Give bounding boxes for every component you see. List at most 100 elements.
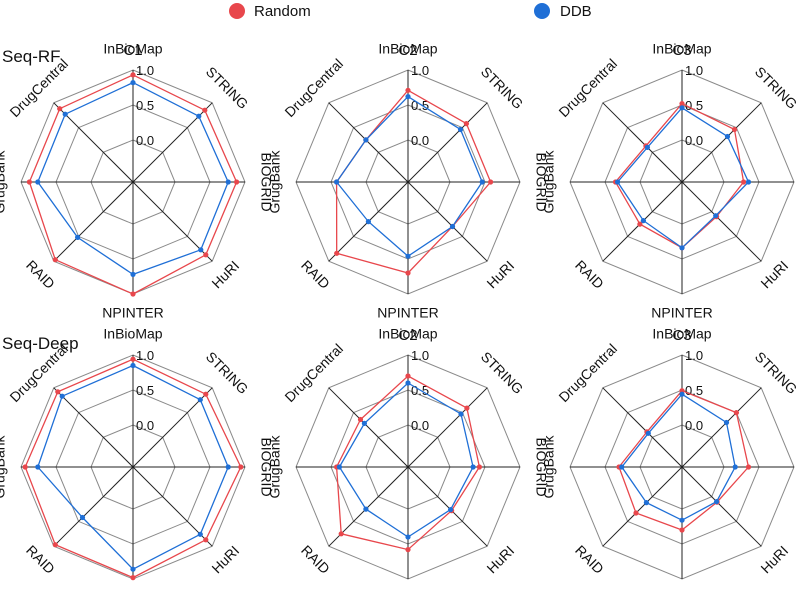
axis-label: GrugBank [541, 434, 557, 498]
data-point-ddb [643, 500, 650, 506]
axis-label: NPINTER [377, 305, 438, 321]
tick-label: 1.0 [685, 348, 703, 363]
axis-label: GrugBank [267, 149, 283, 213]
axis-label: HuRI [483, 257, 517, 291]
data-point-ddb [470, 464, 476, 470]
data-point-ddb [59, 393, 65, 399]
data-point-ddb [405, 380, 411, 386]
panel-title: C2 [398, 42, 417, 59]
data-point-ddb [405, 534, 411, 540]
axis-spoke [681, 466, 762, 547]
data-point-ddb [365, 219, 371, 225]
data-point-random [733, 410, 740, 416]
data-point-ddb [363, 506, 369, 512]
data-point-ddb [644, 144, 651, 150]
axis-label: BIOGRID [533, 152, 549, 211]
data-point-ddb [336, 464, 342, 470]
axis-spoke [681, 102, 762, 183]
axis-spoke [602, 102, 683, 183]
legend-label-ddb: DDB [560, 3, 592, 20]
data-point-ddb [615, 179, 621, 185]
axis-label: InBioMap [378, 41, 437, 57]
axis-spoke [681, 181, 762, 262]
legend-marker-random [229, 3, 245, 19]
axis-spoke [328, 102, 409, 183]
data-point-random [57, 106, 63, 112]
data-point-ddb [75, 234, 81, 240]
data-point-ddb [714, 499, 720, 505]
tick-label: 0.0 [136, 133, 154, 148]
data-point-ddb [448, 507, 454, 513]
series-line-random [618, 389, 750, 531]
panel-title: C1 [123, 42, 142, 59]
axis-spoke [53, 387, 134, 468]
axis-label: HuRI [757, 257, 791, 291]
data-point-ddb [363, 137, 369, 143]
axis-label: NPINTER [651, 590, 712, 593]
radar-panel-5: 0.00.51.0InBioMapSTRINGBIOGRIDHuRINPINTE… [267, 326, 550, 593]
data-point-random [338, 531, 344, 537]
data-point-random [679, 527, 685, 533]
axis-label: GrugBank [267, 434, 283, 498]
axis-spoke [407, 181, 488, 262]
axis-label: HuRI [208, 542, 242, 576]
legend-marker-ddb [534, 3, 550, 19]
data-point-ddb [197, 397, 203, 403]
axis-label: BIOGRID [533, 437, 549, 496]
data-point-random [405, 87, 411, 93]
radar-panels: 0.00.51.0InBioMapSTRINGBIOGRIDHuRINPINTE… [0, 41, 798, 593]
legend-item-ddb: DDB [534, 3, 592, 20]
data-point-ddb [130, 271, 136, 277]
data-point-ddb [79, 514, 86, 521]
data-point-ddb [130, 362, 136, 369]
data-point-ddb [35, 464, 41, 470]
series-line-random [614, 102, 745, 249]
axis-label: RAID [298, 257, 333, 292]
data-point-random [463, 121, 469, 127]
tick-label: 1.0 [411, 348, 429, 363]
data-point-ddb [449, 223, 456, 230]
panel-title: C3 [672, 327, 691, 344]
axis-spoke [53, 466, 134, 547]
legend-item-random: Random [229, 3, 311, 20]
tick-label: 1.0 [411, 63, 429, 78]
data-point-random [22, 464, 28, 470]
data-point-ddb [723, 419, 730, 426]
row-label-seq-rf: Seq-RF [2, 47, 61, 66]
data-point-ddb [361, 420, 367, 426]
axis-label: RAID [23, 257, 58, 292]
data-point-random [26, 179, 32, 185]
data-point-random [405, 547, 411, 553]
data-point-ddb [130, 80, 136, 86]
axis-spoke [407, 466, 488, 547]
axis-label: RAID [298, 542, 333, 577]
data-point-random [405, 270, 411, 276]
axis-label: HuRI [208, 257, 242, 291]
axis-label: HuRI [483, 542, 517, 576]
data-point-random [130, 575, 136, 581]
data-point-ddb [35, 179, 41, 185]
data-point-ddb [679, 517, 685, 523]
legend-label-random: Random [254, 3, 311, 20]
series-line-ddb [338, 382, 474, 538]
data-point-random [234, 179, 240, 185]
data-point-ddb [334, 179, 340, 185]
tick-label: 0.0 [411, 418, 429, 433]
axis-label: InBioMap [652, 326, 711, 342]
data-point-ddb [405, 253, 411, 259]
axis-label: GrugBank [541, 149, 557, 213]
data-point-ddb [645, 430, 651, 436]
data-point-ddb [679, 391, 685, 397]
data-point-ddb [198, 247, 204, 253]
data-point-ddb [130, 566, 136, 572]
data-point-random [238, 464, 244, 470]
axis-label: InBioMap [378, 326, 437, 342]
tick-label: 0.0 [136, 418, 154, 433]
data-point-random [633, 510, 639, 516]
data-point-random [476, 464, 482, 470]
tick-label: 0.5 [685, 98, 703, 113]
data-point-ddb [225, 179, 231, 185]
data-point-random [52, 257, 58, 263]
data-point-ddb [745, 179, 752, 185]
axis-label: RAID [23, 542, 58, 577]
